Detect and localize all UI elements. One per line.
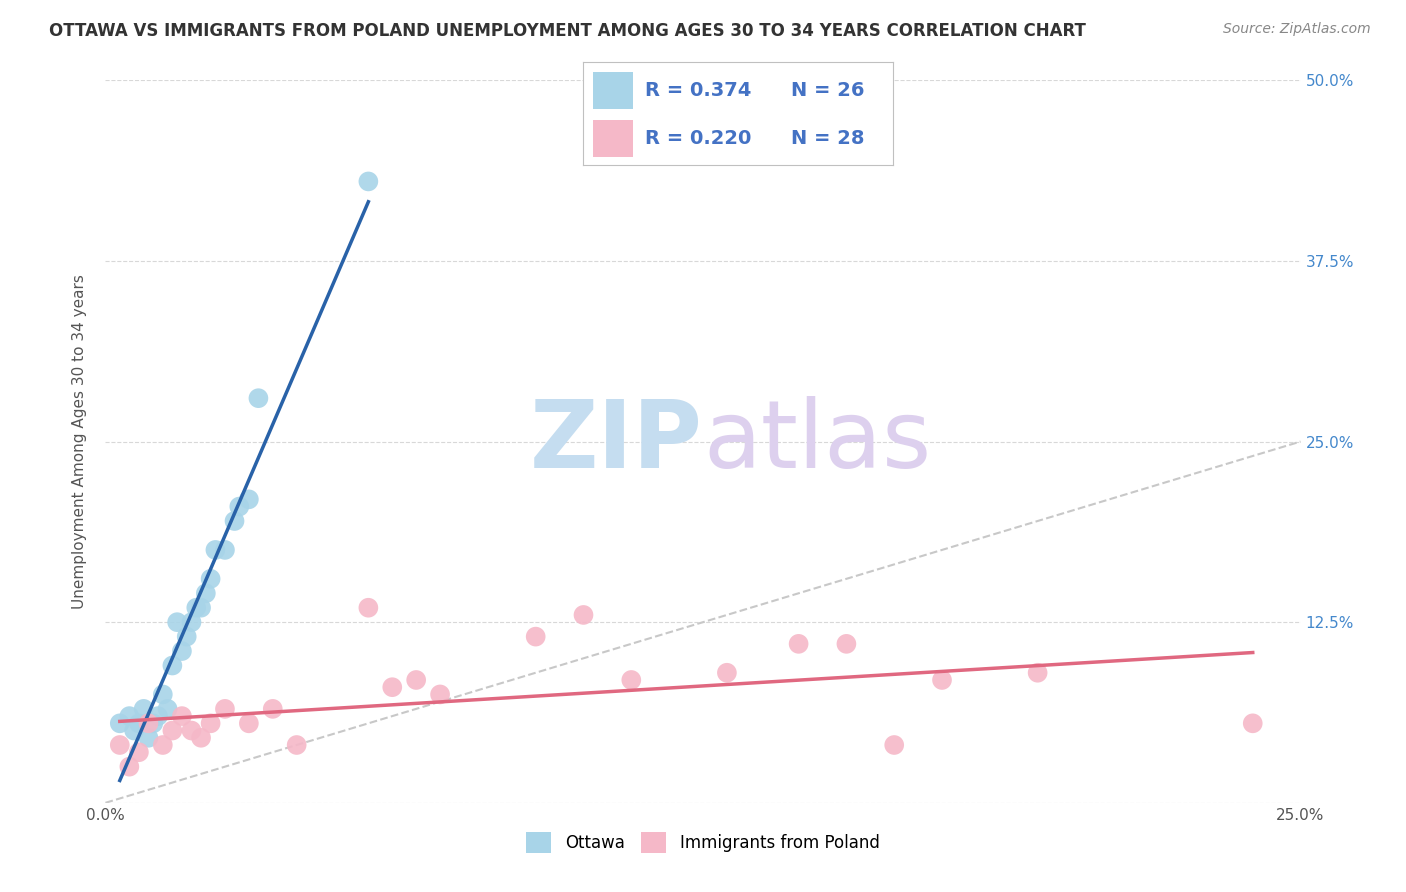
- FancyBboxPatch shape: [593, 71, 633, 109]
- Point: [142, 716, 165, 731]
- Point: [429, 687, 451, 701]
- Text: Source: ZipAtlas.com: Source: ZipAtlas.com: [1223, 22, 1371, 37]
- Text: N = 28: N = 28: [790, 128, 865, 148]
- Point: [146, 709, 169, 723]
- Y-axis label: Unemployment Among Ages 30 to 34 years: Unemployment Among Ages 30 to 34 years: [72, 274, 87, 609]
- Point: [138, 716, 160, 731]
- Point: [190, 600, 212, 615]
- Point: [190, 731, 212, 745]
- Point: [128, 745, 150, 759]
- Point: [108, 738, 131, 752]
- Point: [108, 716, 131, 731]
- Point: [716, 665, 738, 680]
- Point: [262, 702, 284, 716]
- Point: [620, 673, 643, 687]
- Point: [238, 492, 260, 507]
- Point: [170, 644, 193, 658]
- Point: [118, 709, 141, 723]
- Point: [156, 702, 179, 716]
- Point: [200, 716, 222, 731]
- Point: [194, 586, 217, 600]
- Point: [357, 174, 380, 188]
- Point: [787, 637, 810, 651]
- Point: [247, 391, 270, 405]
- Point: [214, 702, 236, 716]
- Point: [835, 637, 858, 651]
- Point: [883, 738, 905, 752]
- Point: [176, 630, 198, 644]
- Point: [1026, 665, 1049, 680]
- Text: R = 0.220: R = 0.220: [645, 128, 752, 148]
- Point: [381, 680, 404, 694]
- Legend: Ottawa, Immigrants from Poland: Ottawa, Immigrants from Poland: [520, 826, 886, 860]
- Point: [238, 716, 260, 731]
- Point: [357, 600, 380, 615]
- Point: [128, 716, 150, 731]
- Point: [214, 542, 236, 557]
- Point: [132, 702, 155, 716]
- FancyBboxPatch shape: [593, 120, 633, 157]
- Text: atlas: atlas: [703, 395, 931, 488]
- Text: OTTAWA VS IMMIGRANTS FROM POLAND UNEMPLOYMENT AMONG AGES 30 TO 34 YEARS CORRELAT: OTTAWA VS IMMIGRANTS FROM POLAND UNEMPLO…: [49, 22, 1085, 40]
- Point: [152, 738, 174, 752]
- Text: N = 26: N = 26: [790, 80, 865, 100]
- Point: [405, 673, 427, 687]
- Point: [152, 687, 174, 701]
- Point: [572, 607, 595, 622]
- Point: [200, 572, 222, 586]
- Point: [166, 615, 188, 630]
- Point: [180, 615, 202, 630]
- Point: [118, 760, 141, 774]
- Point: [186, 600, 208, 615]
- Point: [224, 514, 246, 528]
- Point: [931, 673, 953, 687]
- Point: [228, 500, 250, 514]
- Point: [162, 723, 184, 738]
- Point: [204, 542, 226, 557]
- Point: [162, 658, 184, 673]
- Point: [285, 738, 308, 752]
- Point: [170, 709, 193, 723]
- Point: [524, 630, 547, 644]
- Text: R = 0.374: R = 0.374: [645, 80, 752, 100]
- Point: [180, 723, 202, 738]
- Point: [138, 731, 160, 745]
- Text: ZIP: ZIP: [530, 395, 703, 488]
- Point: [1241, 716, 1264, 731]
- Point: [122, 723, 145, 738]
